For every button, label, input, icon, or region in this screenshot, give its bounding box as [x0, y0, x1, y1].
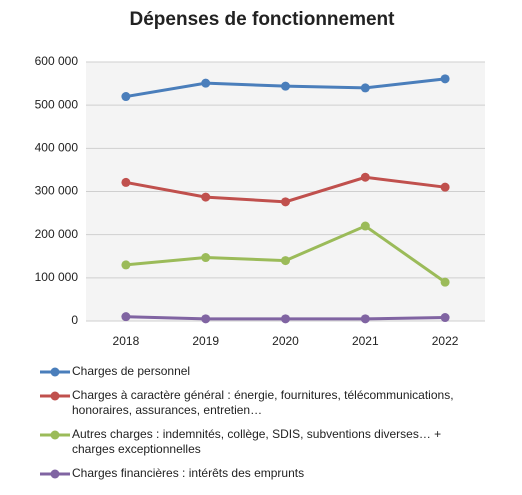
data-point [360, 83, 370, 93]
legend-marker [50, 367, 60, 377]
data-point [121, 260, 131, 270]
y-tick-label: 0 [71, 313, 78, 327]
data-point [121, 92, 131, 102]
data-point [360, 172, 370, 182]
legend-item: Charges à caractère général : énergie, f… [38, 388, 488, 418]
y-tick-label: 100 000 [35, 270, 79, 284]
x-tick-label: 2019 [192, 334, 219, 348]
x-tick-label: 2022 [432, 334, 459, 348]
legend-label: Charges financières : intérêts des empru… [72, 466, 305, 480]
legend-label: Charges de personnel [72, 364, 191, 378]
legend-swatch [40, 391, 70, 401]
x-tick-label: 2021 [352, 334, 379, 348]
legend-label: Autres charges : indemnités, collège, SD… [72, 427, 442, 456]
data-point [440, 74, 450, 84]
data-point [281, 197, 290, 207]
legend-marker [50, 430, 60, 440]
legend-item: Charges de personnel [38, 364, 488, 379]
data-point [201, 78, 211, 88]
y-tick-label: 300 000 [35, 184, 79, 198]
legend-label: Charges à caractère général : énergie, f… [72, 388, 454, 417]
y-tick-label: 400 000 [35, 141, 79, 155]
data-point [201, 253, 211, 263]
chart: Dépenses de fonctionnement 0 100 000 200 0… [35, 9, 485, 348]
data-point [440, 277, 450, 287]
y-tick-label: 600 000 [35, 54, 79, 68]
data-point [201, 192, 211, 202]
data-point [121, 177, 131, 187]
data-point [440, 313, 450, 323]
legend-item: Autres charges : indemnités, collège, SD… [38, 427, 488, 457]
data-point [201, 314, 211, 324]
data-point [121, 312, 131, 322]
data-point [281, 314, 290, 324]
data-point [360, 314, 370, 324]
legend-swatch [40, 430, 70, 440]
x-tick-label: 2018 [113, 334, 140, 348]
x-tick-label: 2020 [272, 334, 299, 348]
y-tick-label: 200 000 [35, 227, 79, 241]
legend-swatch [40, 367, 70, 377]
legend-swatch [40, 469, 70, 479]
data-point [281, 256, 290, 266]
y-tick-label: 500 000 [35, 97, 79, 111]
legend-marker [50, 391, 60, 401]
legend: Charges de personnel Charges à caractère … [38, 364, 488, 490]
chart-title: Dépenses de fonctionnement [130, 9, 396, 30]
data-point [440, 182, 450, 192]
legend-item: Charges financières : intérêts des empru… [38, 466, 488, 481]
data-point [360, 221, 370, 231]
legend-marker [50, 469, 60, 479]
data-point [281, 81, 290, 91]
